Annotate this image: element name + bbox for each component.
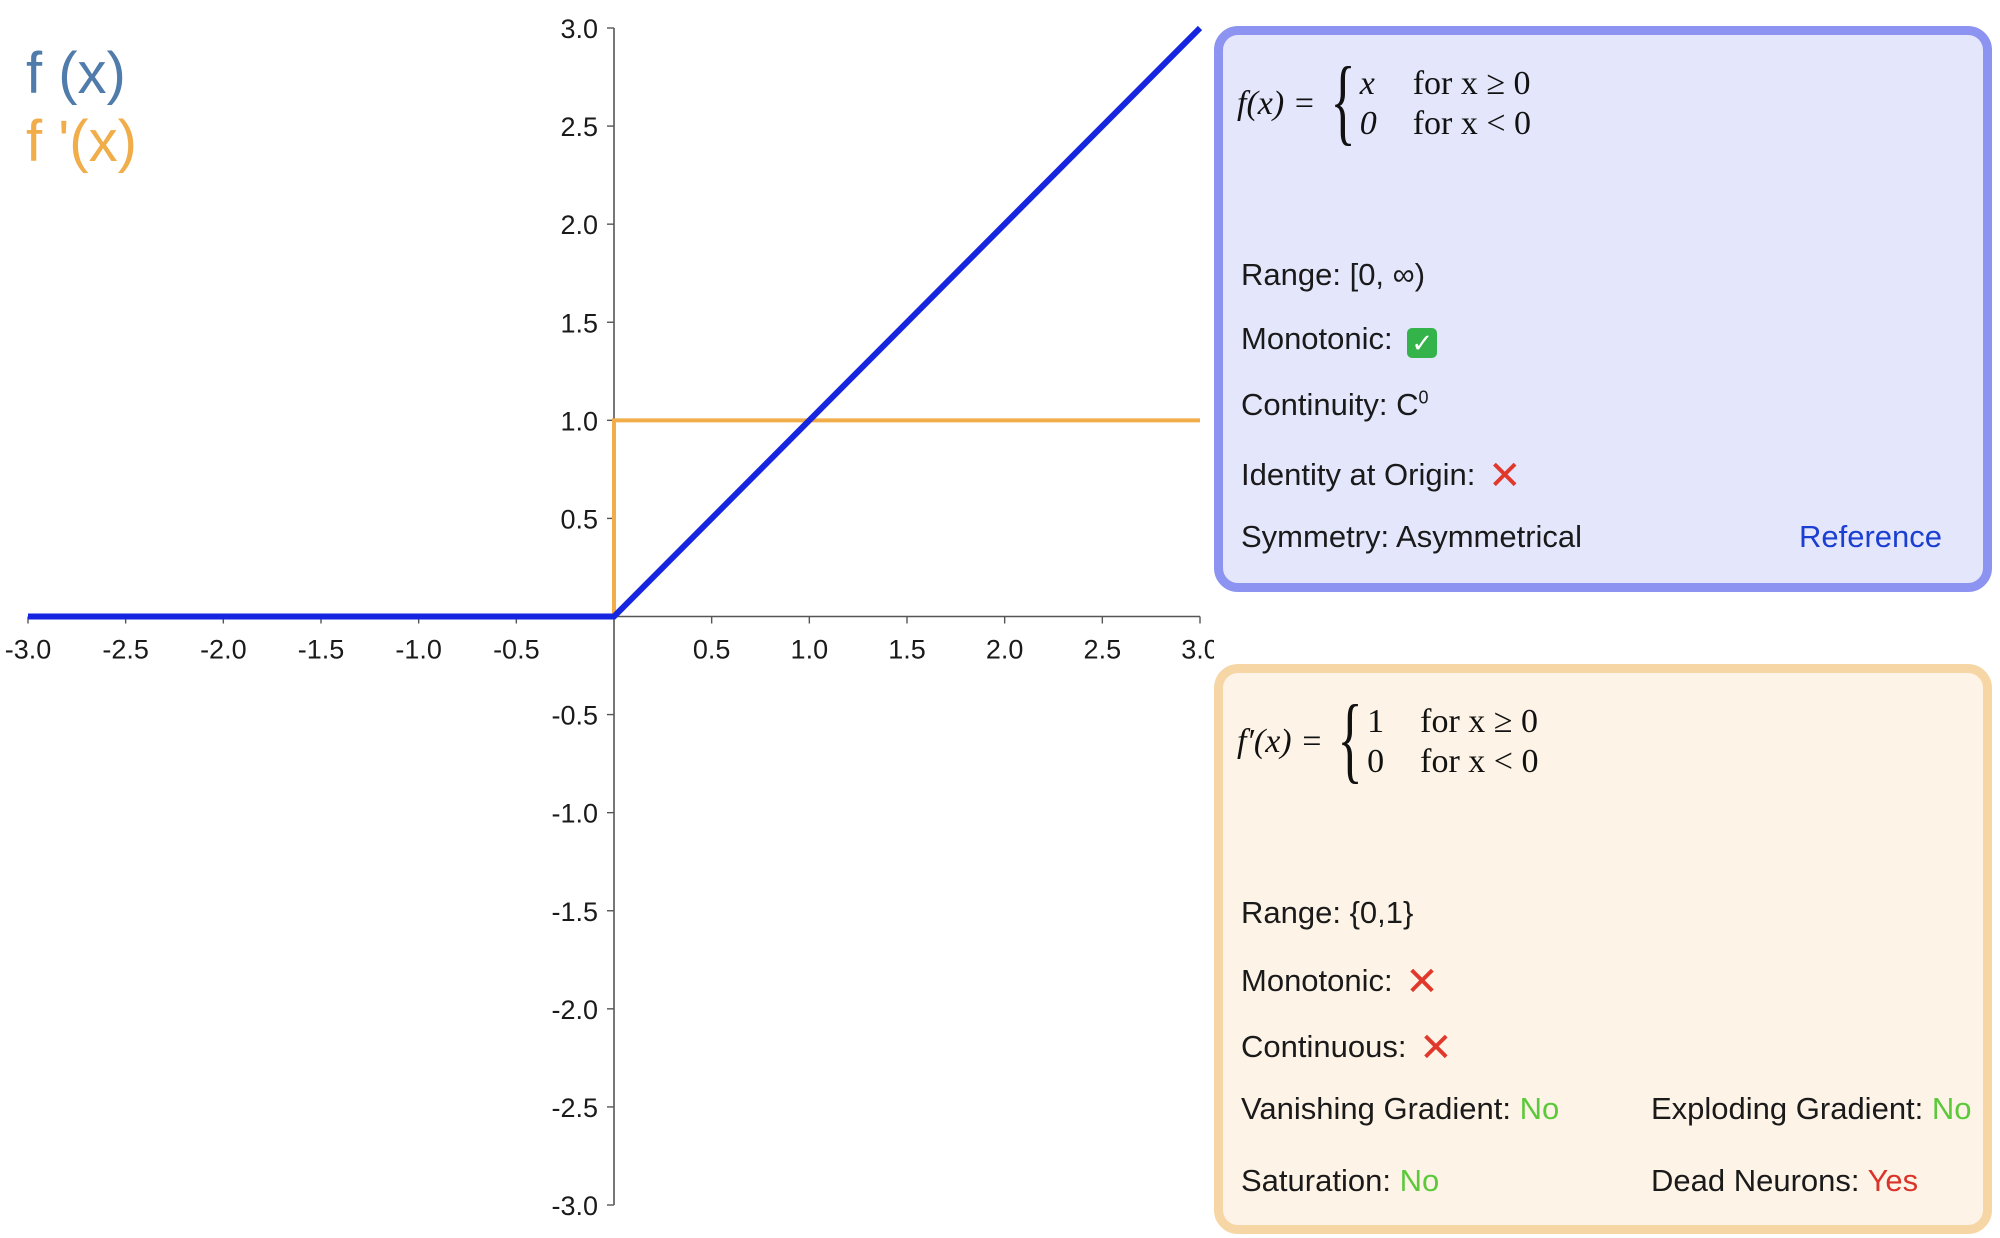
monotonic-row: Monotonic: ✓ [1241,321,1438,358]
formula-brace: { [1337,685,1363,792]
exploding-gradient-label: Exploding Gradient: [1651,1091,1924,1126]
case2-value: 0 [1367,743,1385,780]
monotonic-row: Monotonic: ✕ [1241,959,1439,1005]
vanishing-gradient-row: Vanishing Gradient: No [1241,1091,1559,1127]
x-tick-label: -2.0 [200,635,247,665]
continuous-label: Continuous: [1241,1029,1407,1064]
function-info-panel: f(x) = { x for x ≥ 0 0 for x < 0 Range: … [1214,26,1992,592]
x-tick-label: -3.0 [5,635,52,665]
continuity-row: Continuity: C0 [1241,387,1428,423]
vanishing-gradient-value: No [1519,1091,1560,1126]
x-tick-label: 1.5 [888,635,926,665]
x-tick-label: -1.0 [395,635,442,665]
saturation-value: No [1399,1163,1440,1198]
case1-condition: for x ≥ 0 [1420,703,1538,740]
case2-condition: for x < 0 [1412,105,1532,142]
function-formula: f(x) = { x for x ≥ 0 0 for x < 0 [1237,53,1532,149]
chart-ticks: -3.0 -2.5 -2.0 -1.5 -1.0 -0.5 0.5 1.0 1.5 2.0 2.5 3… [5,14,1214,1221]
case1-value: 1 [1367,703,1385,740]
reference-link[interactable]: Reference [1799,519,1943,554]
identity-row: Identity at Origin: ✕ [1241,453,1521,499]
continuity-class: 0 [1418,387,1429,408]
derivative-info-panel: f′(x) = { 1 for x ≥ 0 0 for x < 0 Range:… [1214,664,1992,1234]
check-icon: ✓ [1407,328,1438,358]
cross-icon: ✕ [1419,1026,1453,1070]
dead-neurons-label: Dead Neurons: [1651,1163,1860,1198]
y-tick-label: -1.0 [551,799,598,829]
identity-label: Identity at Origin: [1241,457,1476,492]
dead-neurons-row: Dead Neurons: Yes [1651,1163,1918,1199]
formula-brace: { [1329,47,1356,154]
series-line-f [28,25,1203,620]
legend-f: f (x) [26,41,126,106]
exploding-gradient-row: Exploding Gradient: No [1651,1091,1972,1127]
range-text: Range: {0,1} [1241,895,1414,930]
x-tick-label: 1.0 [791,635,829,665]
continuity-label: Continuity: C [1241,387,1419,422]
activation-chart: -3.0 -2.5 -2.0 -1.5 -1.0 -0.5 0.5 1.0 1.5 2.0 2.5 3… [5,14,1214,1221]
monotonic-label: Monotonic: [1241,963,1393,998]
chart-series [28,25,1203,620]
series-line-f-prime [28,418,1200,619]
continuous-row: Continuous: ✕ [1241,1025,1453,1071]
formula-lhs: f(x) = [1237,85,1316,122]
x-tick-label: 3.0 [1181,635,1214,665]
range-text: Range: [0, ∞) [1241,257,1426,292]
formula-lhs: f′(x) = [1237,723,1324,760]
symmetry-text: Symmetry: Asymmetrical [1241,519,1583,554]
x-tick-label: 2.0 [986,635,1024,665]
case2-value: 0 [1359,105,1377,142]
y-tick-label: 1.0 [560,406,598,436]
derivative-formula: f′(x) = { 1 for x ≥ 0 0 for x < 0 [1237,691,1539,787]
y-tick-label: -2.5 [551,1093,598,1123]
y-tick-label: 1.5 [560,308,598,338]
y-tick-label: 2.0 [560,210,598,240]
cross-icon: ✕ [1405,960,1439,1004]
case1-condition: for x ≥ 0 [1412,65,1531,102]
y-tick-label: -2.0 [551,995,598,1025]
monotonic-label: Monotonic: [1241,321,1393,356]
vanishing-gradient-label: Vanishing Gradient: [1241,1091,1511,1126]
x-tick-label: 0.5 [693,635,731,665]
x-tick-label: -2.5 [102,635,149,665]
saturation-label: Saturation: [1241,1163,1391,1198]
y-tick-label: 2.5 [560,112,598,142]
case2-condition: for x < 0 [1420,743,1539,780]
saturation-row: Saturation: No [1241,1163,1439,1199]
y-tick-label: -0.5 [551,701,598,731]
y-tick-label: 3.0 [560,14,598,44]
exploding-gradient-value: No [1931,1091,1972,1126]
legend-f-prime: f '(x) [26,109,137,174]
y-tick-label: -3.0 [551,1191,598,1221]
cross-icon: ✕ [1487,454,1522,498]
dead-neurons-value: Yes [1867,1163,1919,1198]
case1-value: x [1359,65,1375,102]
y-tick-label: -1.5 [551,897,598,927]
x-tick-label: -1.5 [298,635,345,665]
x-tick-label: 2.5 [1084,635,1122,665]
y-tick-label: 0.5 [560,504,598,534]
x-tick-label: -0.5 [493,635,540,665]
chart-legend: f (x) f '(x) [26,40,137,176]
